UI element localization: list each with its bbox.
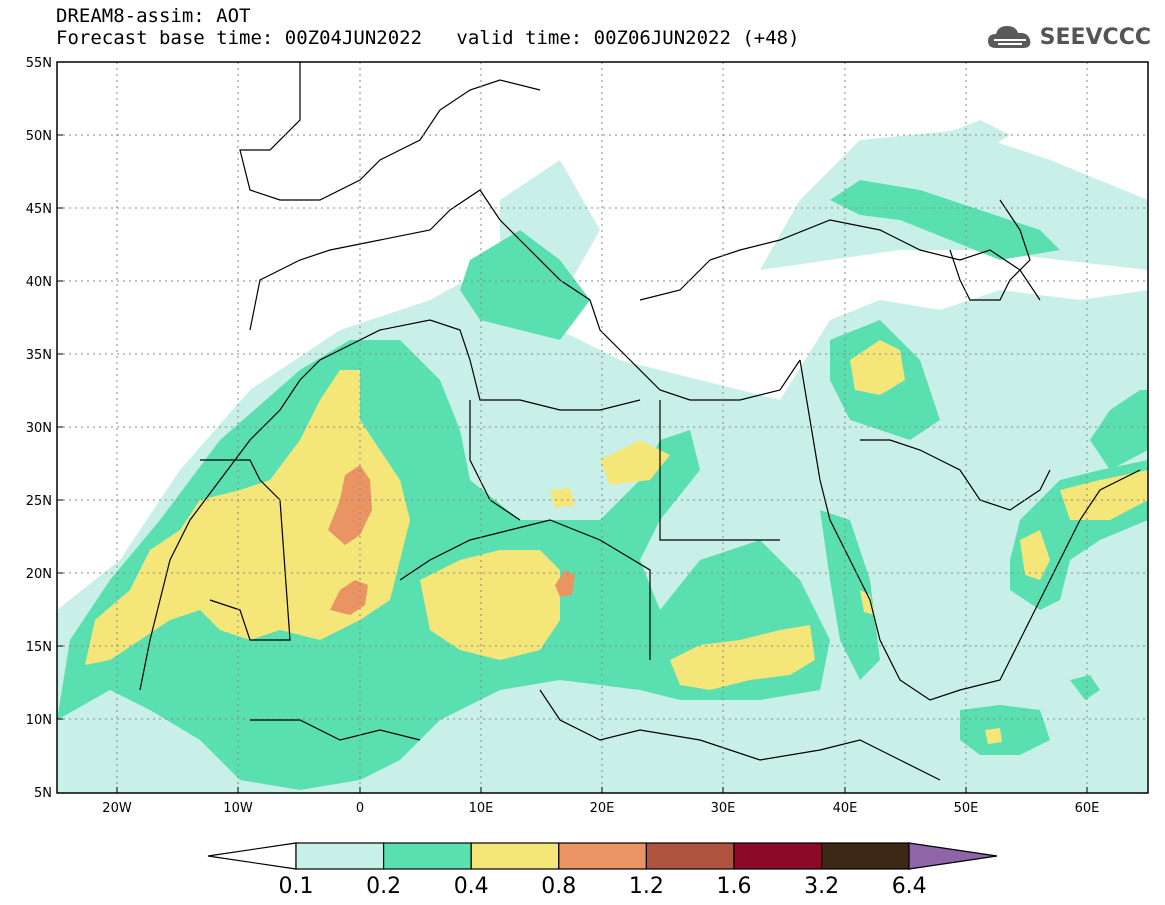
lon-tick: 10E xyxy=(469,801,494,816)
lon-tick: 0 xyxy=(356,801,364,816)
lat-tick-marks xyxy=(57,134,63,720)
lon-tick: 20E xyxy=(590,801,615,816)
base-time: Forecast base time: 00Z04JUN2022 xyxy=(56,27,423,49)
valid-time: valid time: 00Z06JUN2022 (+48) xyxy=(456,27,800,49)
colorbar-swatch xyxy=(295,842,385,870)
lat-tick: 35N xyxy=(26,348,52,363)
colorbar-swatch xyxy=(558,842,647,870)
lat-tick: 30N xyxy=(26,421,52,436)
logo-text: SEEVCCC xyxy=(1039,24,1151,50)
colorbar-label: 0.2 xyxy=(366,874,401,899)
lat-tick: 5N xyxy=(34,786,52,801)
lon-tick: 40E xyxy=(833,801,858,816)
aot-fields xyxy=(57,120,1148,793)
colorbar-label: 6.4 xyxy=(892,874,927,899)
colorbar: 0.1 0.2 0.4 0.8 1.2 1.6 3.2 6.4 xyxy=(207,842,998,899)
time-info: Forecast base time: 00Z04JUN2022 valid t… xyxy=(56,28,800,48)
colorbar-swatch xyxy=(470,842,560,870)
colorbar-lower-arrow xyxy=(207,842,297,870)
lon-tick: 10W xyxy=(223,801,253,816)
lon-tick: 60E xyxy=(1075,801,1100,816)
colorbar-label: 0.8 xyxy=(541,874,576,899)
colorbar-label: 1.2 xyxy=(629,874,664,899)
colorbar-label: 0.4 xyxy=(454,874,489,899)
lat-tick: 25N xyxy=(26,494,52,509)
colorbar-label: 3.2 xyxy=(804,874,839,899)
lon-tick: 50E xyxy=(954,801,979,816)
aot-level-0-4 xyxy=(85,340,1148,744)
colorbar-upper-arrow xyxy=(908,842,998,870)
seevccc-logo: SEEVCCC xyxy=(986,22,1151,52)
lat-tick: 50N xyxy=(26,129,52,144)
gridlines xyxy=(57,62,1148,793)
lat-tick: 10N xyxy=(26,713,52,728)
aot-level-0-8 xyxy=(328,465,575,615)
colorbar-swatch xyxy=(645,842,735,870)
cloud-icon xyxy=(987,26,1030,48)
lat-axis: 55N 50N 45N 40N 35N 30N 25N 20N 15N 10N … xyxy=(26,56,52,801)
coastlines xyxy=(139,62,1141,781)
lon-axis: 20W 10W 0 10E 20E 30E 40E 50E 60E xyxy=(102,801,1099,816)
colorbar-label: 0.1 xyxy=(279,874,314,899)
colorbar-label: 1.6 xyxy=(717,874,752,899)
colorbar-swatch xyxy=(383,842,472,870)
colorbar-swatch xyxy=(733,842,823,870)
lat-tick: 20N xyxy=(26,567,52,582)
lon-tick: 20W xyxy=(102,801,132,816)
colorbar-swatch xyxy=(820,842,910,870)
lat-tick: 45N xyxy=(26,202,52,217)
lat-tick: 55N xyxy=(26,56,52,71)
lat-tick: 15N xyxy=(26,640,52,655)
lon-tick-marks xyxy=(116,787,1088,793)
chart-title: DREAM8-assim: AOT xyxy=(56,5,251,27)
lat-tick: 40N xyxy=(26,275,52,290)
lon-tick: 30E xyxy=(711,801,736,816)
